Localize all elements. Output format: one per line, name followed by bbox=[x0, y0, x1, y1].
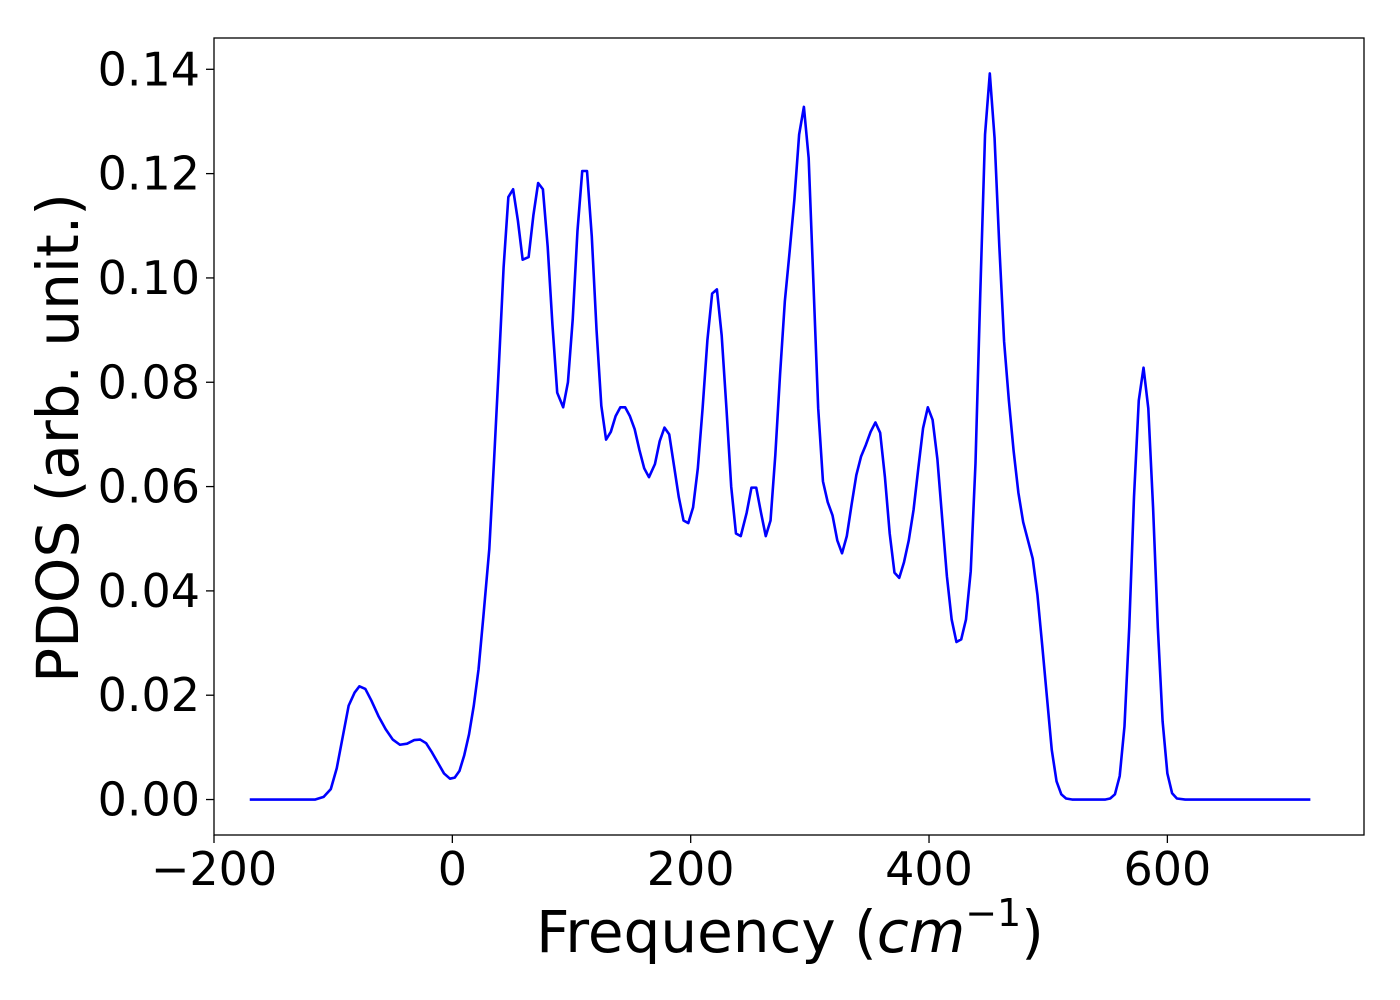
plot-frame bbox=[213, 37, 1365, 836]
y-tick-label: 0.10 bbox=[98, 251, 200, 305]
x-tick-label: 600 bbox=[1123, 842, 1211, 896]
x-axis-label-suffix: ) bbox=[1021, 898, 1044, 966]
y-tick-label: 0.00 bbox=[98, 773, 200, 827]
y-tick-label: 0.08 bbox=[98, 355, 200, 409]
y-tick-label: 0.06 bbox=[98, 460, 200, 514]
y-tick-label: 0.04 bbox=[98, 564, 200, 618]
y-tick-label: 0.14 bbox=[98, 42, 200, 96]
x-axis-ticks: −200 0 200 400 600 bbox=[151, 835, 1211, 896]
x-axis-label-exponent: −1 bbox=[965, 891, 1021, 935]
y-tick-label: 0.12 bbox=[98, 147, 200, 201]
x-axis-label-unit: cm bbox=[877, 898, 965, 966]
x-tick-label: 200 bbox=[647, 842, 735, 896]
pdos-series-line bbox=[249, 72, 1311, 801]
x-tick-label: 400 bbox=[885, 842, 973, 896]
y-tick-label: 0.02 bbox=[98, 668, 200, 722]
plot-area bbox=[249, 72, 1311, 801]
x-axis-label-prefix: Frequency ( bbox=[536, 898, 877, 966]
x-tick-label: 0 bbox=[438, 842, 467, 896]
x-axis-label: Frequency (cm−1) bbox=[536, 891, 1044, 966]
x-tick-label: −200 bbox=[151, 842, 277, 896]
y-axis-label: PDOS (arb. unit.) bbox=[24, 193, 92, 683]
y-axis-ticks: 0.00 0.02 0.04 0.06 0.08 0.10 0.12 0.14 bbox=[98, 42, 214, 827]
